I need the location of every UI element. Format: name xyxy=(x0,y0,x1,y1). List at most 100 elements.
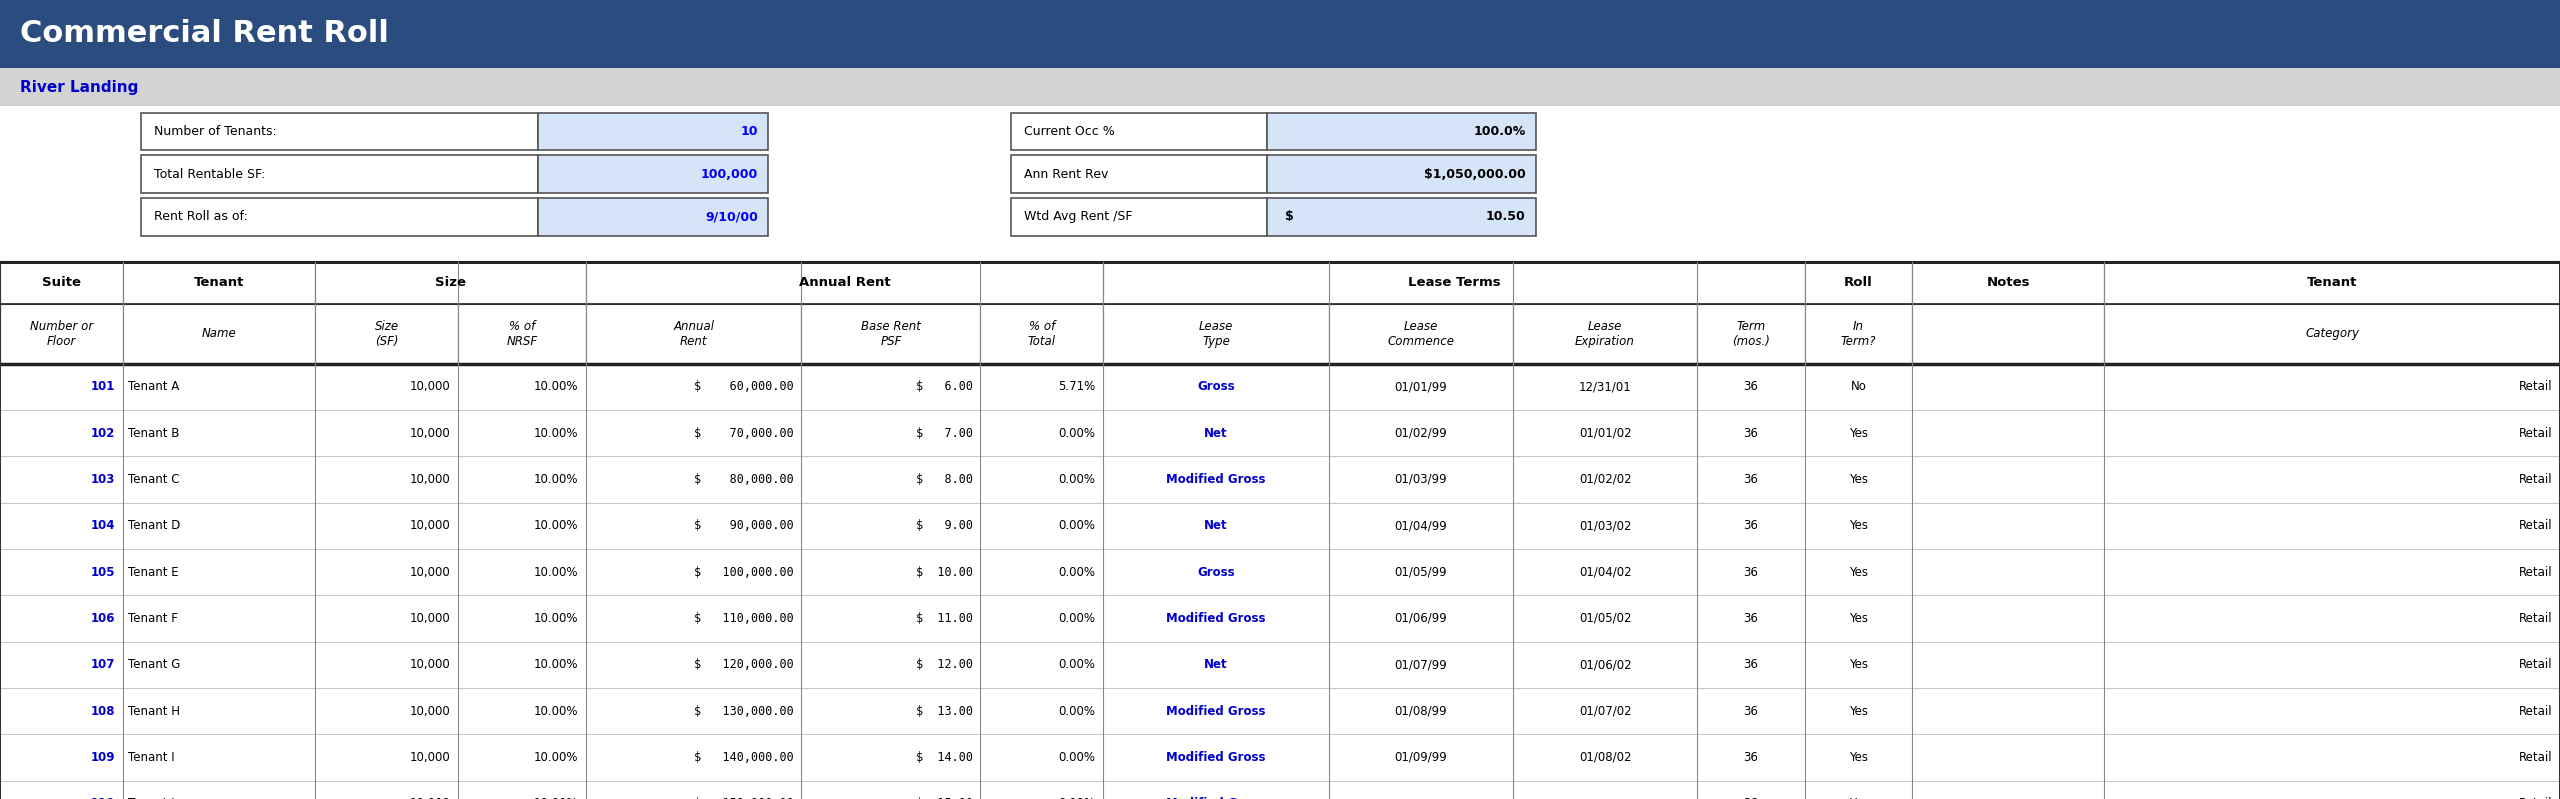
FancyBboxPatch shape xyxy=(1912,304,2104,364)
Text: Current Occ %: Current Occ % xyxy=(1024,125,1114,138)
FancyBboxPatch shape xyxy=(1011,156,1267,193)
Text: 10.50: 10.50 xyxy=(1485,210,1526,223)
Text: 0.00%: 0.00% xyxy=(1060,427,1096,439)
FancyBboxPatch shape xyxy=(1329,304,1513,364)
FancyBboxPatch shape xyxy=(1267,113,1536,150)
Text: Yes: Yes xyxy=(1848,612,1869,625)
Text: Tenant B: Tenant B xyxy=(128,427,179,439)
Text: 01/02/02: 01/02/02 xyxy=(1580,473,1631,486)
Text: Tenant J: Tenant J xyxy=(128,797,174,799)
FancyBboxPatch shape xyxy=(0,734,2560,781)
FancyBboxPatch shape xyxy=(0,304,2560,364)
Text: Category: Category xyxy=(2304,327,2360,340)
Text: $   9.00: $ 9.00 xyxy=(916,519,973,532)
Text: Tenant E: Tenant E xyxy=(128,566,179,578)
Text: Net: Net xyxy=(1203,658,1229,671)
Text: 107: 107 xyxy=(90,658,115,671)
Text: Modified Gross: Modified Gross xyxy=(1167,705,1265,718)
Text: Rent Roll as of:: Rent Roll as of: xyxy=(154,210,248,223)
Text: Lease
Commence: Lease Commence xyxy=(1388,320,1454,348)
Text: 108: 108 xyxy=(90,705,115,718)
Text: Tenant: Tenant xyxy=(2307,276,2358,289)
Text: $: $ xyxy=(1285,210,1293,223)
FancyBboxPatch shape xyxy=(538,156,768,193)
Text: Tenant I: Tenant I xyxy=(128,751,174,764)
FancyBboxPatch shape xyxy=(315,304,458,364)
Text: 102: 102 xyxy=(90,427,115,439)
FancyBboxPatch shape xyxy=(586,262,1103,304)
Text: Net: Net xyxy=(1203,427,1229,439)
Text: 01/02/99: 01/02/99 xyxy=(1395,427,1446,439)
FancyBboxPatch shape xyxy=(1103,262,1805,304)
Text: 36: 36 xyxy=(1743,566,1759,578)
FancyBboxPatch shape xyxy=(980,304,1103,364)
Text: Yes: Yes xyxy=(1848,519,1869,532)
Text: 10,000: 10,000 xyxy=(410,566,451,578)
Text: Tenant D: Tenant D xyxy=(128,519,179,532)
Text: 01/07/02: 01/07/02 xyxy=(1580,705,1631,718)
Text: 36: 36 xyxy=(1743,751,1759,764)
FancyBboxPatch shape xyxy=(0,688,2560,734)
Text: 10,000: 10,000 xyxy=(410,380,451,393)
Text: Retail: Retail xyxy=(2519,612,2552,625)
Text: Size
(SF): Size (SF) xyxy=(374,320,399,348)
FancyBboxPatch shape xyxy=(1011,198,1267,236)
FancyBboxPatch shape xyxy=(1805,304,1912,364)
Text: Annual Rent: Annual Rent xyxy=(799,276,891,289)
FancyBboxPatch shape xyxy=(0,262,123,304)
Text: 10.00%: 10.00% xyxy=(535,751,579,764)
Text: Yes: Yes xyxy=(1848,797,1869,799)
Text: 01/06/02: 01/06/02 xyxy=(1580,658,1631,671)
Text: $   6.00: $ 6.00 xyxy=(916,380,973,393)
Text: 01/09/99: 01/09/99 xyxy=(1395,751,1446,764)
Text: 10.00%: 10.00% xyxy=(535,566,579,578)
Text: 10,000: 10,000 xyxy=(410,473,451,486)
Text: 36: 36 xyxy=(1743,612,1759,625)
Text: 01/03/99: 01/03/99 xyxy=(1395,473,1446,486)
Text: 10.00%: 10.00% xyxy=(535,612,579,625)
Text: Tenant A: Tenant A xyxy=(128,380,179,393)
Text: $1,050,000.00: $1,050,000.00 xyxy=(1423,168,1526,181)
FancyBboxPatch shape xyxy=(0,364,2560,410)
Text: Base Rent
PSF: Base Rent PSF xyxy=(860,320,922,348)
Text: Retail: Retail xyxy=(2519,380,2552,393)
Text: Lease Terms: Lease Terms xyxy=(1408,276,1500,289)
Text: 01/01/99: 01/01/99 xyxy=(1395,380,1446,393)
Text: Modified Gross: Modified Gross xyxy=(1167,612,1265,625)
Text: Tenant F: Tenant F xyxy=(128,612,177,625)
Text: 106: 106 xyxy=(90,612,115,625)
Text: 104: 104 xyxy=(90,519,115,532)
Text: Retail: Retail xyxy=(2519,473,2552,486)
Text: 10,000: 10,000 xyxy=(410,751,451,764)
Text: 0.00%: 0.00% xyxy=(1060,658,1096,671)
Text: 0.00%: 0.00% xyxy=(1060,566,1096,578)
Text: 100,000: 100,000 xyxy=(701,168,758,181)
Text: Term
(mos.): Term (mos.) xyxy=(1733,320,1769,348)
Text: 36: 36 xyxy=(1743,473,1759,486)
Text: River Landing: River Landing xyxy=(20,80,138,94)
Text: 01/10/99: 01/10/99 xyxy=(1395,797,1446,799)
Text: Roll: Roll xyxy=(1843,276,1874,289)
Text: 10.00%: 10.00% xyxy=(535,705,579,718)
Text: 36: 36 xyxy=(1743,658,1759,671)
Text: 0.00%: 0.00% xyxy=(1060,705,1096,718)
FancyBboxPatch shape xyxy=(538,198,768,236)
Text: In
Term?: In Term? xyxy=(1841,320,1876,348)
Text: $  13.00: $ 13.00 xyxy=(916,705,973,718)
FancyBboxPatch shape xyxy=(0,456,2560,503)
Text: Notes: Notes xyxy=(1987,276,2030,289)
Text: Retail: Retail xyxy=(2519,427,2552,439)
FancyBboxPatch shape xyxy=(1912,262,2104,304)
Text: 10.00%: 10.00% xyxy=(535,427,579,439)
Text: $    90,000.00: $ 90,000.00 xyxy=(694,519,794,532)
Text: $  12.00: $ 12.00 xyxy=(916,658,973,671)
FancyBboxPatch shape xyxy=(0,642,2560,688)
Text: $   7.00: $ 7.00 xyxy=(916,427,973,439)
Text: Tenant G: Tenant G xyxy=(128,658,179,671)
Text: $  10.00: $ 10.00 xyxy=(916,566,973,578)
Text: 01/03/02: 01/03/02 xyxy=(1580,519,1631,532)
Text: 01/09/02: 01/09/02 xyxy=(1580,797,1631,799)
FancyBboxPatch shape xyxy=(123,304,315,364)
FancyBboxPatch shape xyxy=(0,595,2560,642)
Text: 36: 36 xyxy=(1743,427,1759,439)
